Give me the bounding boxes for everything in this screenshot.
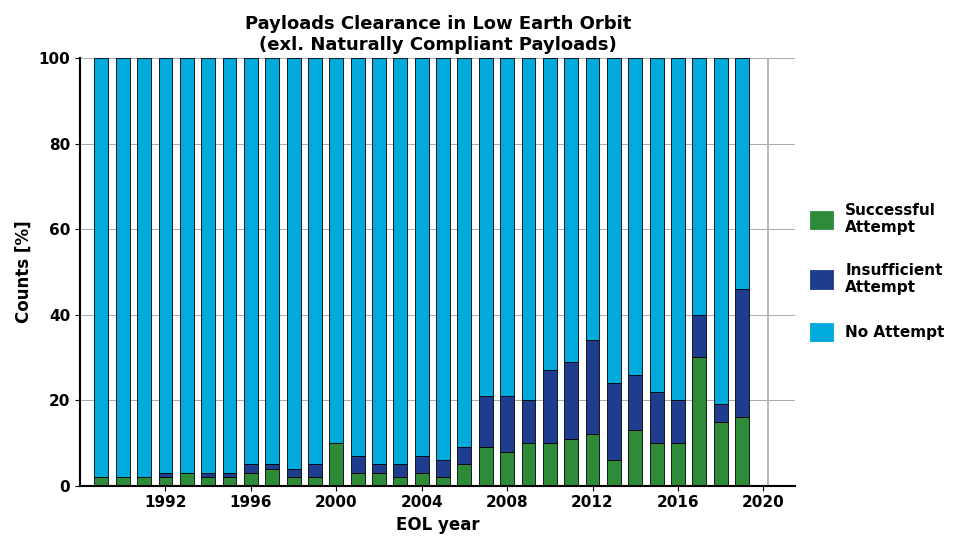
Bar [564,58,578,362]
Bar [713,58,728,405]
X-axis label: EOL year: EOL year [396,516,480,534]
Bar [458,447,471,464]
Bar [521,443,536,486]
Bar [458,58,471,447]
Bar [564,362,578,439]
Bar [500,58,514,396]
Bar [202,477,215,486]
Bar [202,473,215,477]
Bar [287,477,300,486]
Bar [692,357,707,486]
Bar [372,58,386,464]
Bar [287,58,300,469]
Bar [137,58,151,477]
Legend: Successful
Attempt, Insufficient
Attempt, No Attempt: Successful Attempt, Insufficient Attempt… [810,203,945,341]
Title: Payloads Clearance in Low Earth Orbit
(exl. Naturally Compliant Payloads): Payloads Clearance in Low Earth Orbit (e… [245,15,631,54]
Bar [308,477,322,486]
Bar [713,405,728,422]
Bar [223,58,236,473]
Bar [94,477,108,486]
Bar [244,464,258,473]
Bar [244,473,258,486]
Bar [308,464,322,477]
Bar [394,477,407,486]
Bar [479,447,492,486]
Bar [500,396,514,451]
Bar [223,473,236,477]
Bar [287,469,300,477]
Bar [436,58,450,460]
Bar [692,315,707,357]
Bar [650,443,663,486]
Bar [158,477,173,486]
Bar [586,340,599,434]
Bar [607,58,621,383]
Bar [116,477,130,486]
Bar [265,469,279,486]
Bar [372,473,386,486]
Bar [158,58,173,473]
Bar [202,58,215,473]
Bar [479,58,492,396]
Bar [415,58,429,456]
Bar [628,58,642,374]
Bar [692,58,707,315]
Bar [628,374,642,430]
Bar [671,58,684,400]
Bar [479,396,492,447]
Bar [180,473,194,486]
Bar [521,400,536,443]
Bar [180,58,194,473]
Bar [628,430,642,486]
Bar [735,58,749,289]
Bar [650,58,663,391]
Bar [607,460,621,486]
Bar [607,383,621,460]
Bar [265,464,279,469]
Bar [394,464,407,477]
Bar [671,400,684,443]
Bar [223,477,236,486]
Bar [265,58,279,464]
Y-axis label: Counts [%]: Counts [%] [15,221,33,323]
Bar [735,289,749,417]
Bar [394,58,407,464]
Bar [372,464,386,473]
Bar [586,434,599,486]
Bar [735,417,749,486]
Bar [94,58,108,477]
Bar [137,477,151,486]
Bar [543,58,557,370]
Bar [244,58,258,464]
Bar [308,58,322,464]
Bar [458,464,471,486]
Bar [671,443,684,486]
Bar [350,58,365,456]
Bar [158,473,173,477]
Bar [500,451,514,486]
Bar [329,58,344,443]
Bar [350,473,365,486]
Bar [543,443,557,486]
Bar [564,439,578,486]
Bar [116,58,130,477]
Bar [521,58,536,400]
Bar [713,422,728,486]
Bar [415,456,429,473]
Bar [436,477,450,486]
Bar [586,58,599,340]
Bar [350,456,365,473]
Bar [415,473,429,486]
Bar [650,391,663,443]
Bar [436,460,450,477]
Bar [543,370,557,443]
Bar [329,443,344,486]
